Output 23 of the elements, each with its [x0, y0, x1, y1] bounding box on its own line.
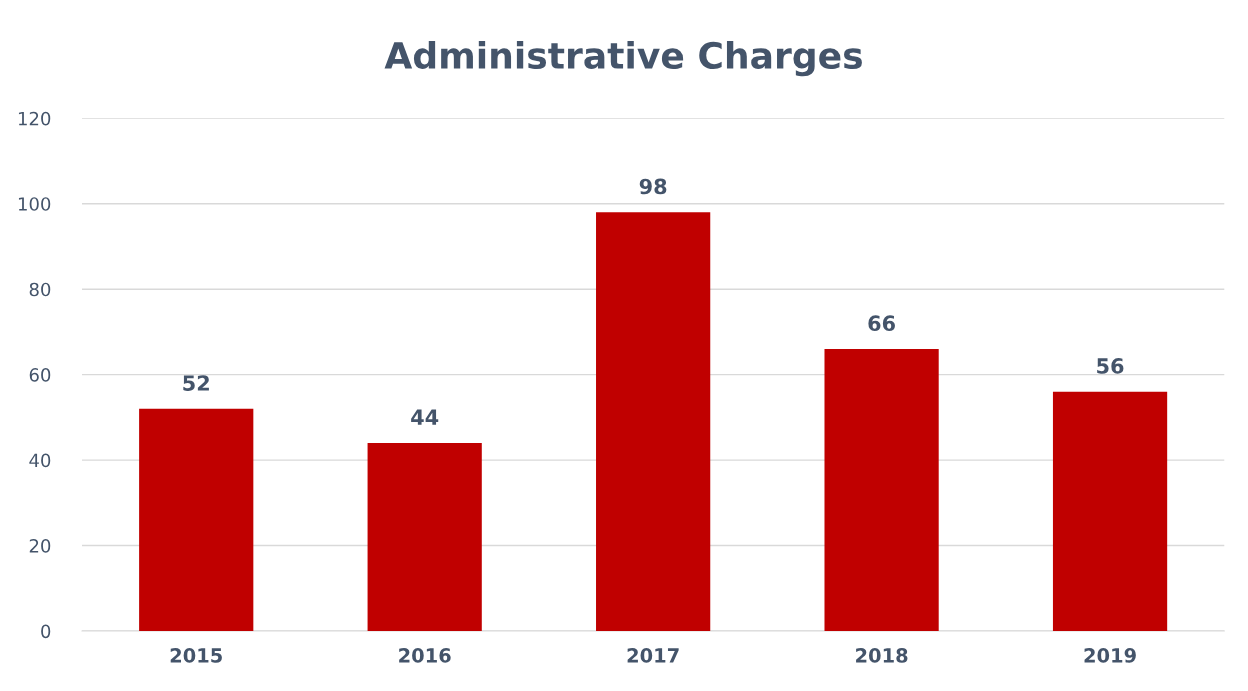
x-tick-label: 2015: [170, 648, 222, 663]
y-tick-label: 20: [29, 539, 51, 553]
bar: [367, 443, 482, 632]
bar: [1052, 391, 1168, 632]
data-label: 44: [411, 409, 439, 425]
bar: [824, 349, 939, 632]
y-tick-label: 60: [29, 368, 51, 382]
x-tick-label: 2018: [856, 648, 908, 663]
data-label: 66: [868, 315, 895, 332]
x-tick-label: 2017: [627, 648, 679, 663]
x-tick-label: 2016: [399, 648, 451, 663]
x-tick-label: 2019: [1084, 648, 1136, 663]
data-label: 98: [639, 178, 667, 195]
y-tick-label: 80: [29, 282, 51, 297]
y-tick-label: 120: [18, 111, 51, 126]
y-tick-label: 0: [41, 624, 51, 639]
chart-title: Administrative Charges: [384, 41, 862, 77]
y-tick-label: 40: [29, 453, 51, 468]
data-label: 52: [183, 375, 209, 391]
data-label: 56: [1097, 358, 1124, 374]
bar: [596, 212, 711, 632]
bar: [139, 408, 254, 632]
y-tick-label: 100: [18, 197, 51, 211]
